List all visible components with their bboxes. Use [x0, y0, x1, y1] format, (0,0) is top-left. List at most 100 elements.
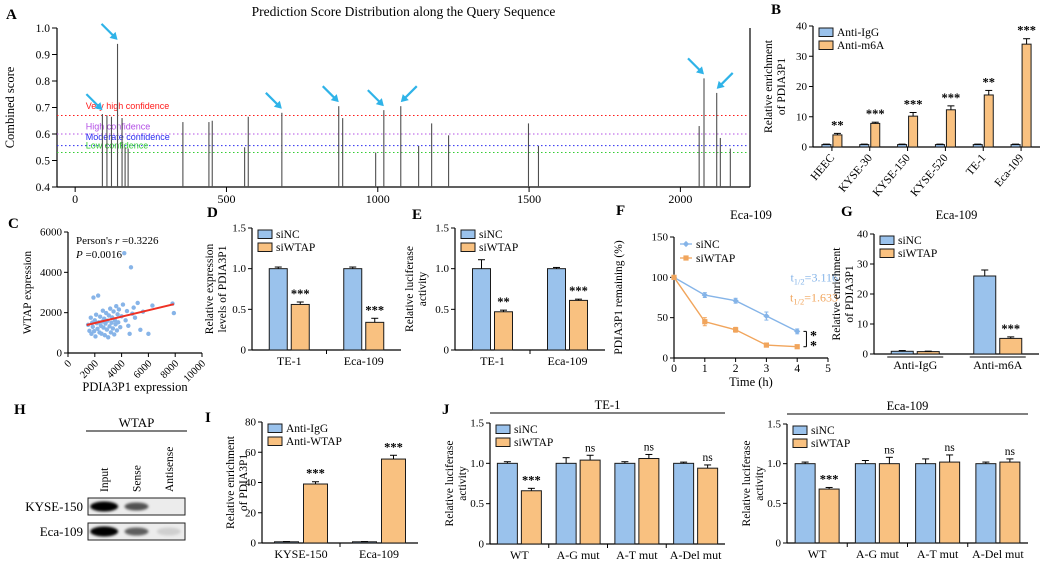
bar-siNC — [915, 463, 937, 544]
bar-siWTAP — [999, 337, 1023, 355]
svg-text:0: 0 — [241, 345, 247, 357]
svg-text:60: 60 — [245, 447, 257, 459]
svg-text:Eca-109: Eca-109 — [993, 152, 1027, 189]
bar-siWTAP — [916, 351, 940, 355]
svg-text:0.5: 0.5 — [767, 498, 781, 510]
svg-text:6000: 6000 — [132, 358, 155, 381]
svg-text:100: 100 — [652, 272, 669, 284]
bar-Anti-IgG — [897, 144, 908, 148]
svg-text:Anti-IgG: Anti-IgG — [286, 423, 328, 435]
svg-text:Moderate confidence: Moderate confidence — [86, 132, 170, 142]
svg-text:Eca-109: Eca-109 — [730, 208, 772, 222]
svg-text:WT: WT — [510, 548, 529, 562]
svg-text:80: 80 — [245, 417, 257, 429]
bar-siNC — [975, 463, 997, 544]
svg-text:0: 0 — [63, 358, 74, 369]
svg-text:ns: ns — [585, 442, 596, 454]
bar-siNC — [890, 350, 914, 355]
svg-text:siWTAP: siWTAP — [898, 248, 937, 260]
svg-text:*: * — [810, 339, 817, 354]
svg-text:ns: ns — [703, 452, 714, 464]
svg-text:*: * — [810, 329, 817, 344]
svg-text:activity: activity — [457, 466, 469, 501]
svg-text:***: *** — [384, 440, 403, 454]
svg-text:siWTAP: siWTAP — [514, 437, 553, 449]
svg-text:ns: ns — [884, 444, 895, 456]
svg-text:1.0: 1.0 — [470, 458, 484, 470]
panel-label-B: B — [771, 2, 782, 18]
bar-Anti-m6A — [832, 134, 843, 148]
bar-Anti-IgG — [934, 144, 945, 148]
svg-text:TE-1: TE-1 — [595, 398, 621, 412]
svg-text:1.0: 1.0 — [232, 263, 246, 275]
panel-label-E: E — [412, 207, 423, 223]
svg-text:0.5: 0.5 — [470, 498, 484, 510]
svg-text:Eca-109: Eca-109 — [344, 354, 384, 368]
svg-text:0: 0 — [863, 349, 869, 361]
svg-text:***: *** — [306, 467, 325, 481]
svg-text:activity: activity — [417, 272, 429, 307]
svg-text:ns: ns — [1005, 446, 1016, 458]
svg-text:P =0.0016: P =0.0016 — [75, 249, 122, 261]
svg-text:20: 20 — [245, 507, 257, 519]
svg-text:A-T mut: A-T mut — [616, 548, 658, 562]
bar-siNC — [614, 462, 636, 545]
svg-text:activity: activity — [754, 466, 766, 501]
svg-text:Combined score: Combined score — [3, 66, 17, 148]
bar-Anti-IgG — [1010, 144, 1021, 148]
svg-text:2000: 2000 — [78, 358, 101, 381]
svg-text:***: *** — [569, 284, 588, 298]
svg-text:PDIA3P1 expression: PDIA3P1 expression — [82, 380, 188, 394]
svg-text:WTAP expression: WTAP expression — [22, 251, 34, 335]
svg-text:A-G mut: A-G mut — [856, 547, 900, 561]
svg-text:Eca-109: Eca-109 — [40, 524, 83, 539]
svg-text:A-Del mut: A-Del mut — [972, 547, 1024, 561]
svg-text:1.0: 1.0 — [767, 458, 781, 470]
svg-text:levels of PDIA3P1: levels of PDIA3P1 — [217, 245, 229, 332]
svg-text:1.5: 1.5 — [470, 418, 484, 430]
svg-text:500: 500 — [217, 192, 235, 206]
svg-text:8000: 8000 — [159, 358, 182, 381]
panel-G-bar-chart: 0 10 20 30 40 Relative enrichment of PDIA3P1 An… — [831, 208, 1039, 372]
svg-text:**: ** — [983, 75, 996, 89]
svg-text:0.5: 0.5 — [232, 304, 246, 316]
svg-text:0.5: 0.5 — [36, 156, 51, 168]
svg-text:siNC: siNC — [276, 229, 300, 241]
svg-text:Time (h): Time (h) — [729, 375, 773, 389]
svg-text:***: *** — [365, 303, 384, 317]
svg-text:3: 3 — [764, 363, 770, 375]
bar-Anti-IgG — [859, 144, 870, 148]
bar-siWTAP — [520, 490, 542, 545]
svg-text:1500: 1500 — [517, 192, 541, 206]
bar-siNC — [854, 463, 876, 544]
svg-text:4000: 4000 — [40, 267, 63, 279]
blot-band — [90, 526, 119, 537]
svg-text:siNC: siNC — [514, 424, 538, 436]
panel-label-I: I — [205, 410, 211, 426]
svg-text:WTAP: WTAP — [119, 415, 155, 430]
bar-siNC — [973, 275, 997, 355]
svg-text:***: *** — [1001, 322, 1020, 336]
svg-text:t1/2=3.116: t1/2=3.116 — [790, 270, 838, 286]
blot-band — [156, 527, 181, 536]
svg-text:2000: 2000 — [668, 192, 692, 206]
panel-H-western-blot: WTAP Input Sense Antisense KYSE-150 Eca-109 — [25, 415, 187, 541]
svg-text:siNC: siNC — [479, 229, 503, 241]
svg-text:***: *** — [291, 287, 310, 301]
svg-text:1: 1 — [702, 363, 708, 375]
svg-text:0: 0 — [663, 353, 669, 365]
svg-text:Relative enrichment: Relative enrichment — [225, 435, 237, 529]
blot-band — [124, 502, 149, 511]
panel-label-D: D — [207, 205, 218, 221]
svg-text:10: 10 — [857, 319, 869, 331]
svg-text:**: ** — [831, 118, 844, 132]
bar-Anti-m6A — [870, 122, 881, 148]
svg-text:of PDIA3P1: of PDIA3P1 — [238, 454, 250, 511]
svg-text:0: 0 — [72, 192, 78, 206]
svg-text:TE-1: TE-1 — [277, 354, 302, 368]
svg-text:TE-1: TE-1 — [964, 152, 989, 178]
svg-text:Eca-109: Eca-109 — [887, 399, 929, 413]
svg-text:WT: WT — [808, 547, 827, 561]
svg-text:***: *** — [942, 91, 961, 105]
